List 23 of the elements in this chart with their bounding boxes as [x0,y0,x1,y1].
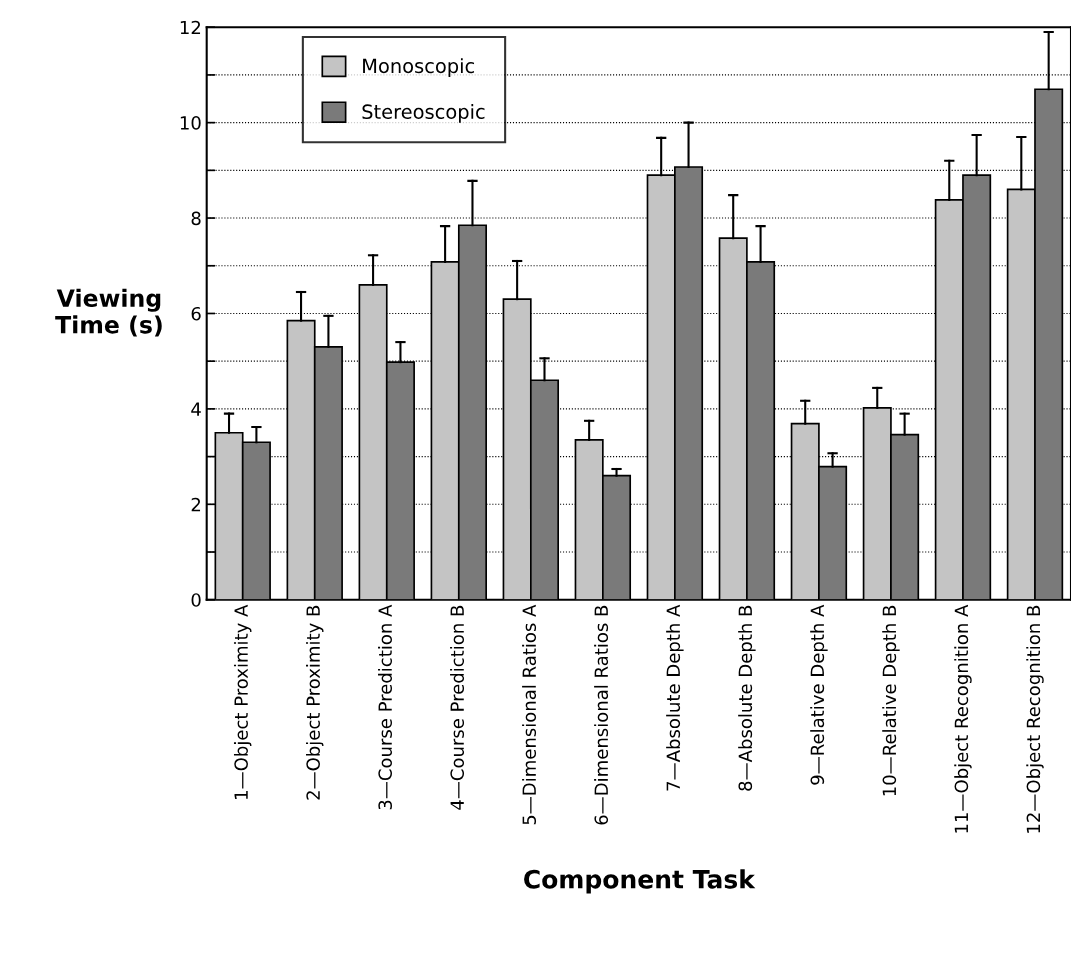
x-tick-label: 3—Course Prediction A [378,604,392,810]
y-tick-label: 6 [191,306,201,321]
legend-label: Stereoscopic [362,103,485,123]
x-tick-label: 7—Absolute Depth A [666,604,684,791]
x-tick-label: 10—Relative Depth B [882,605,900,796]
x-tick-label: 1—Object Proximity A [233,604,252,799]
y-tick-label: 0 [191,593,201,607]
x-tick-label: 12—Object Recognition B [1026,605,1044,833]
x-tick-label: 2—Object Proximity B [306,605,324,800]
y-tick-label: 2 [191,497,201,512]
legend-label: Monoscopic [363,58,475,77]
y-tick-label: 12 [180,20,201,35]
y-tick-label: 10 [180,116,201,130]
x-tick-label: 6—Dimensional Ratios B [594,605,609,825]
y-tick-label: 4 [191,402,201,416]
y-tick-label: 8 [191,211,201,226]
x-tick-label: 4—Course Prediction B [450,605,465,810]
x-axis-title: Component Task [524,869,756,894]
y-axis-title: Viewing Time (s) [55,288,162,337]
x-tick-label: 9—Relative Depth A [810,604,828,785]
x-tick-label: 11—Object Recognition A [954,604,972,833]
x-tick-label: 5—Dimensional Ratios A [522,604,537,825]
x-tick-label: 8—Absolute Depth B [738,605,756,791]
